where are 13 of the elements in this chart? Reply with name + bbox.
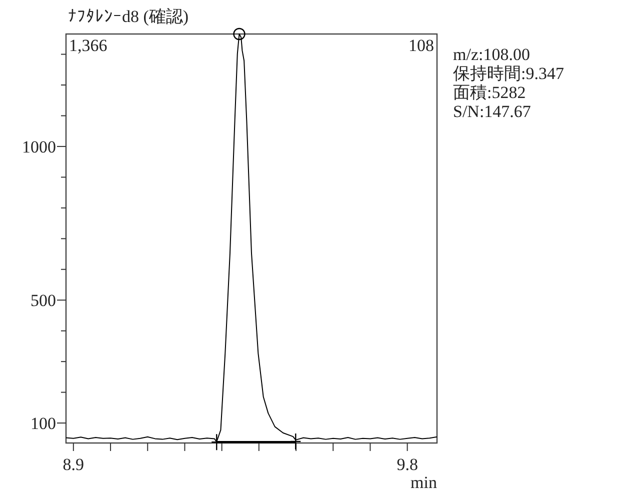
annotation: 保持時間:9.347: [453, 64, 564, 83]
ytick: 1000: [22, 137, 56, 156]
annotation: 108: [408, 36, 434, 55]
annotation: 1,366: [69, 36, 108, 55]
xtick: 9.8: [396, 455, 418, 474]
xlabel: min: [410, 473, 437, 492]
title: ﾅﾌﾀﾚﾝｰd8 (確認): [68, 7, 189, 26]
ytick: 500: [30, 291, 56, 310]
ytick: 100: [30, 414, 56, 434]
xtick: 8.9: [62, 455, 84, 474]
annotation: 面積:5282: [453, 83, 526, 102]
annotation: m/z:108.00: [453, 45, 530, 64]
annotation: S/N:147.67: [453, 102, 531, 121]
